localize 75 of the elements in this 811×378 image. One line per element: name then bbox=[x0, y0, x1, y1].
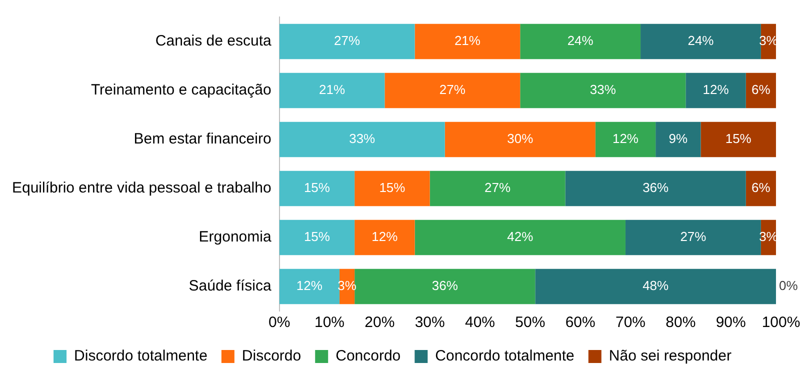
x-tick-label: 80% bbox=[666, 314, 696, 332]
data-label: 42% bbox=[507, 229, 534, 244]
data-label: 12% bbox=[296, 278, 323, 294]
data-label: 24% bbox=[688, 33, 714, 48]
y-tick-label: Equilíbrio entre vida pessoal e trabalho bbox=[12, 180, 272, 197]
bar bbox=[279, 24, 415, 60]
bar bbox=[595, 122, 656, 158]
bar bbox=[279, 220, 355, 256]
bar bbox=[746, 170, 776, 206]
bar bbox=[565, 170, 746, 206]
data-label: 27% bbox=[680, 229, 707, 244]
bar bbox=[279, 268, 340, 304]
x-tick-label: 100% bbox=[762, 314, 800, 332]
bar bbox=[279, 122, 445, 158]
data-label: 9% bbox=[668, 131, 688, 146]
bar bbox=[430, 170, 566, 206]
bar bbox=[700, 122, 776, 158]
x-tick-label: 90% bbox=[716, 314, 746, 332]
data-label: 15% bbox=[725, 131, 752, 146]
data-label: 6% bbox=[752, 82, 771, 98]
y-tick-label: Saúde física bbox=[188, 278, 272, 295]
data-label: 0% bbox=[778, 278, 798, 294]
bar bbox=[656, 122, 701, 158]
y-tick-label: Bem estar financeiro bbox=[134, 130, 272, 148]
x-tick-label: 40% bbox=[464, 314, 496, 332]
bar bbox=[746, 72, 776, 108]
y-tick-label: Treinamento e capacitação bbox=[90, 82, 272, 99]
x-tick-label: 0% bbox=[268, 314, 290, 332]
data-label: 27% bbox=[484, 180, 511, 196]
bar bbox=[520, 72, 686, 108]
bar bbox=[279, 72, 385, 108]
data-label: 48% bbox=[642, 278, 670, 294]
bar bbox=[535, 268, 776, 304]
bar bbox=[414, 220, 626, 256]
data-label: 33% bbox=[349, 131, 376, 146]
data-label: 36% bbox=[432, 278, 458, 294]
data-label: 24% bbox=[567, 33, 594, 48]
bar bbox=[686, 72, 746, 108]
bar bbox=[520, 24, 641, 60]
x-tick-label: 50% bbox=[515, 314, 546, 332]
data-label: 33% bbox=[590, 82, 616, 98]
y-tick-label: Ergonomia bbox=[198, 228, 272, 246]
bar bbox=[354, 170, 430, 206]
data-label: 15% bbox=[304, 180, 330, 196]
legend-label: Não sei responder bbox=[608, 348, 732, 365]
data-label: 15% bbox=[379, 180, 406, 196]
data-label: 15% bbox=[304, 229, 330, 244]
bar bbox=[444, 122, 596, 158]
data-label: 12% bbox=[702, 82, 730, 98]
bar bbox=[279, 170, 355, 206]
x-tick-label: 20% bbox=[364, 314, 395, 332]
bar bbox=[414, 24, 520, 60]
x-tick-label: 60% bbox=[565, 314, 596, 332]
legend-label: Discordo totalmente bbox=[74, 348, 208, 365]
bar bbox=[354, 220, 415, 256]
x-tick-label: 70% bbox=[615, 314, 646, 332]
x-tick-label: 30% bbox=[414, 314, 445, 332]
y-tick-label: Canais de escuta bbox=[155, 32, 272, 50]
legend-label: Concordo totalmente bbox=[435, 348, 574, 365]
x-tick-label: 10% bbox=[314, 314, 345, 332]
legend-label: Concordo bbox=[336, 348, 401, 365]
data-label: 30% bbox=[507, 131, 534, 146]
data-label: 27% bbox=[334, 33, 360, 48]
data-label: 12% bbox=[612, 131, 639, 146]
bar bbox=[625, 220, 761, 256]
legend-label: Discordo bbox=[242, 348, 302, 365]
bar bbox=[384, 72, 520, 108]
data-label: 6% bbox=[752, 180, 771, 196]
data-label: 21% bbox=[454, 33, 481, 48]
data-label: 12% bbox=[372, 229, 398, 244]
data-label: 36% bbox=[642, 180, 670, 196]
bar bbox=[354, 268, 536, 304]
data-label: 21% bbox=[318, 82, 346, 98]
data-label: 27% bbox=[439, 82, 466, 98]
bar bbox=[640, 24, 761, 60]
